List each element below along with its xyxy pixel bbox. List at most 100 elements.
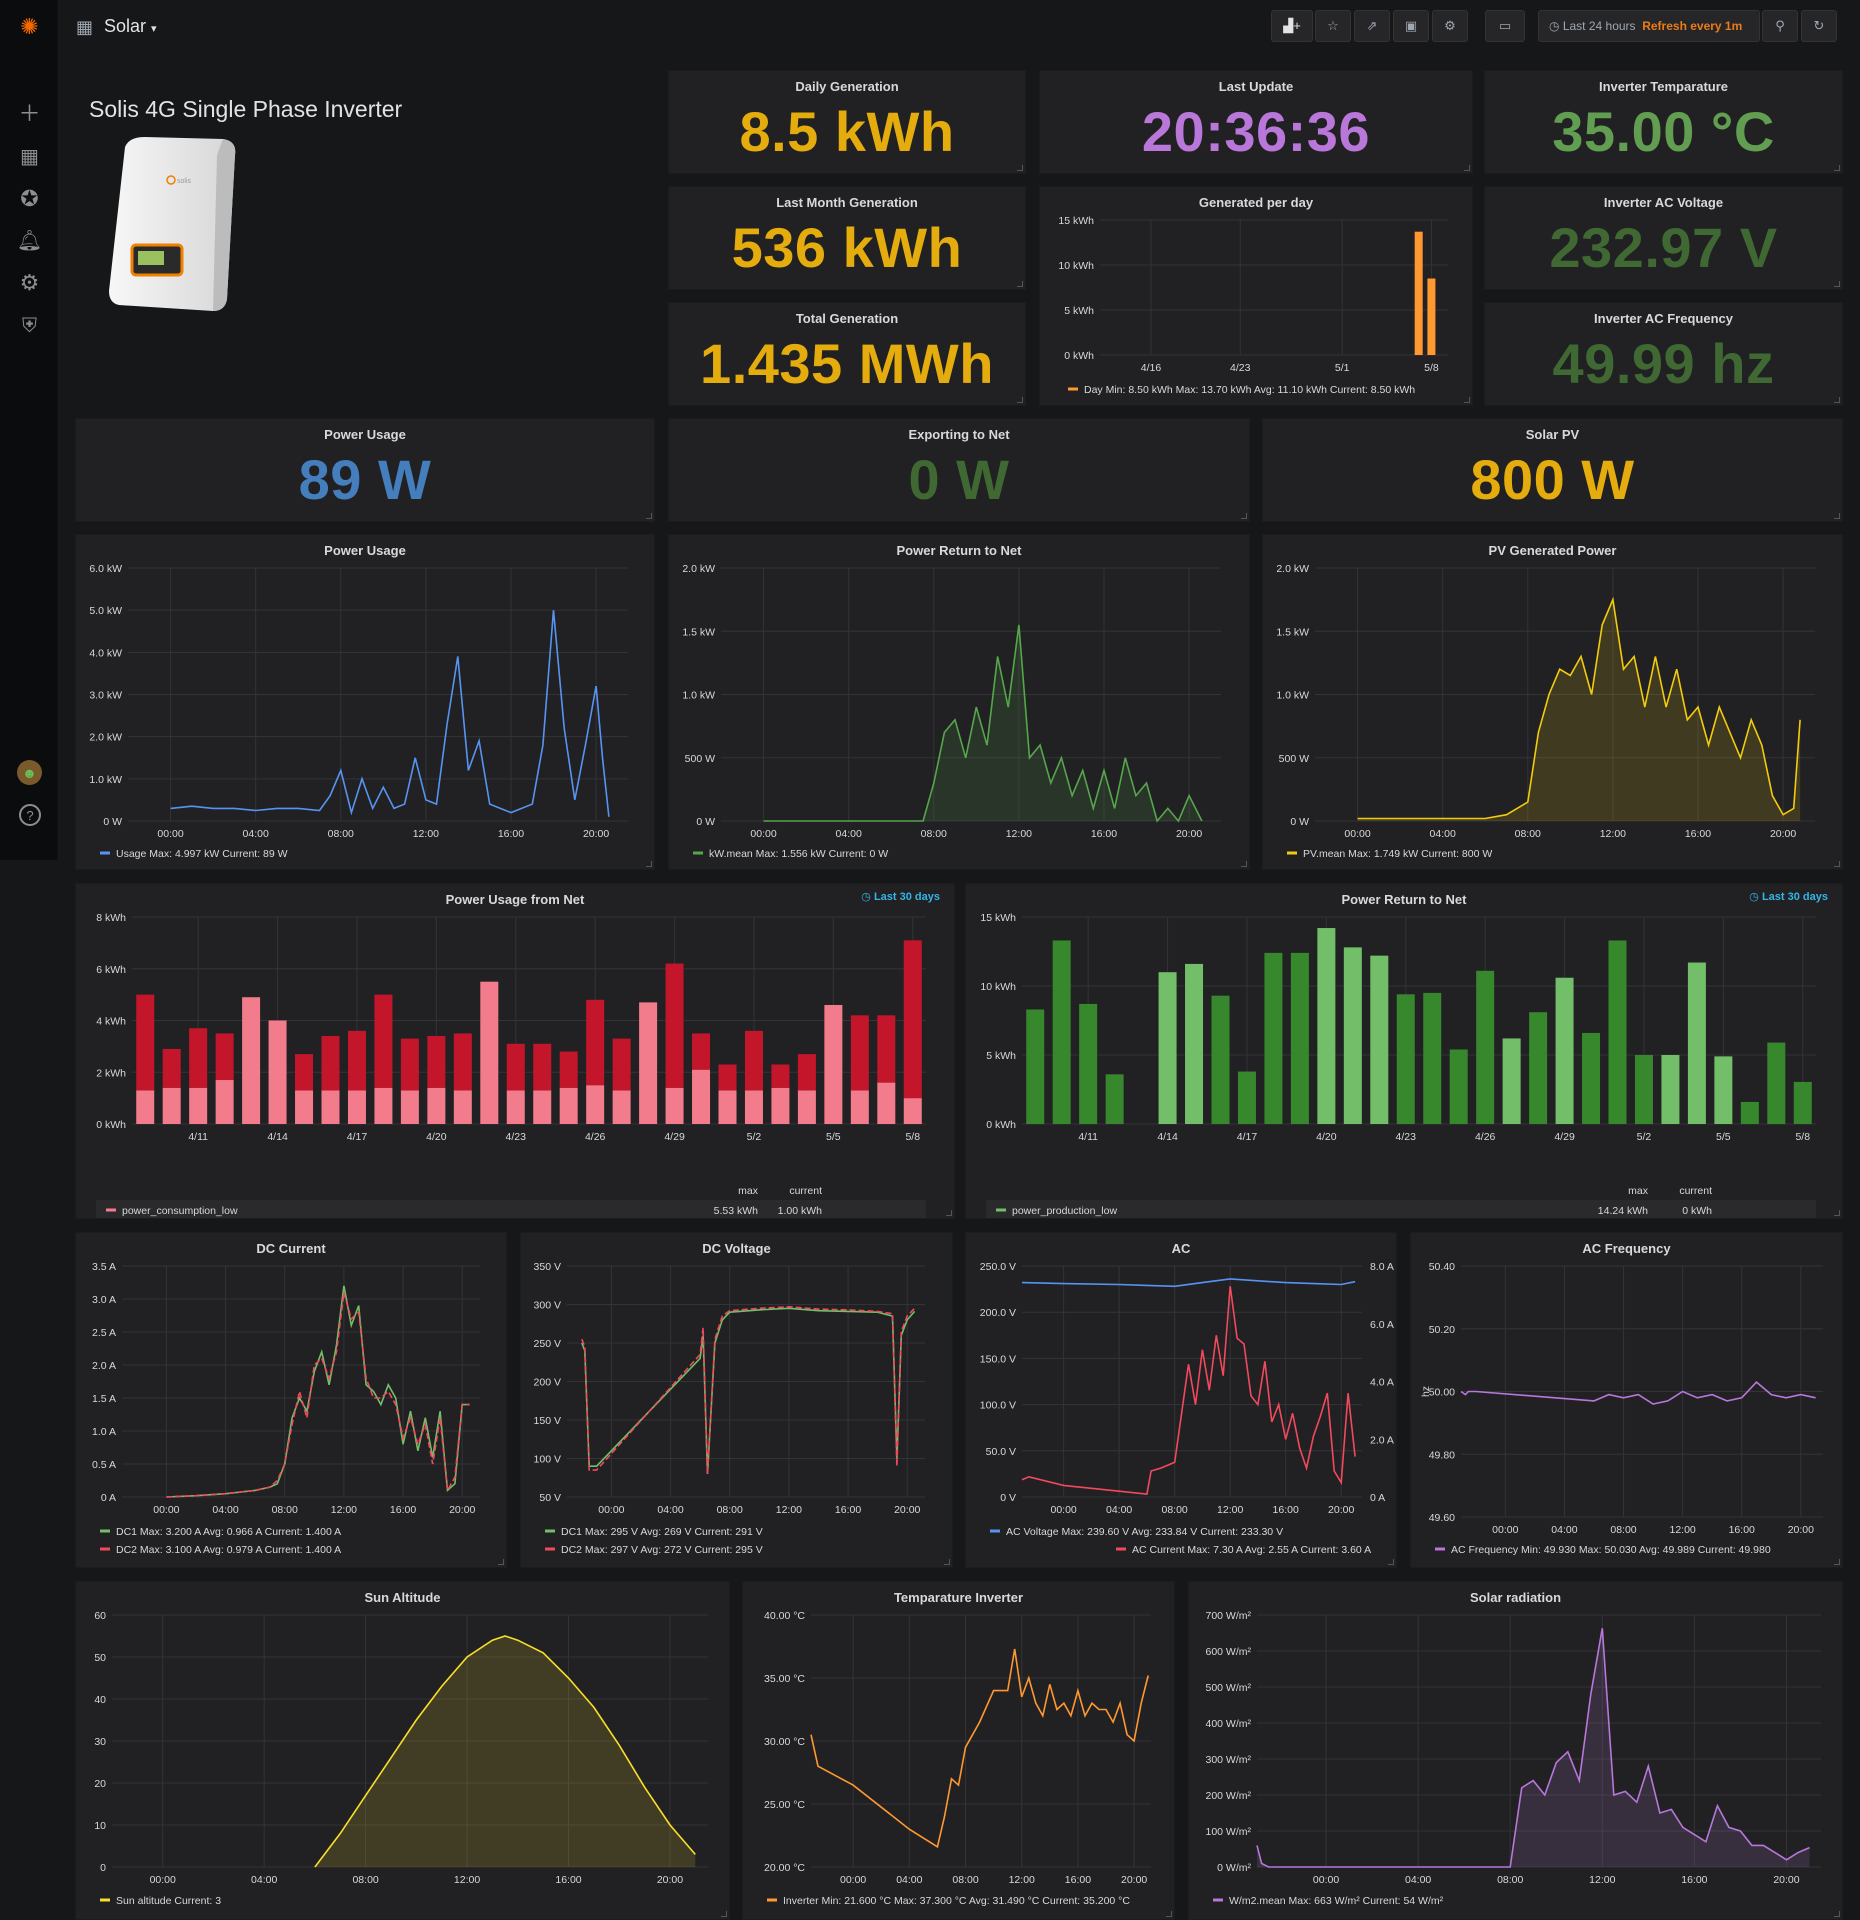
tv-mode-button[interactable]: ▭ <box>1485 10 1525 42</box>
resize-handle[interactable] <box>1834 1210 1840 1216</box>
resize-handle[interactable] <box>1017 281 1023 287</box>
graph-panel-sun[interactable]: Sun Altitude 0 10 20 30 40 50 60 00:00 04:00 08:00… <box>75 1581 730 1920</box>
graph-panel-pvgen[interactable]: PV Generated Power 0 W 500 W 1.0 kW 1.5 kW 2.… <box>1262 534 1843 870</box>
y-tick-label: 5.0 kW <box>89 605 122 617</box>
resize-handle[interactable] <box>1834 1911 1840 1917</box>
resize-handle[interactable] <box>1017 397 1023 403</box>
stat-panel-export[interactable]: Exporting to Net 0 W <box>668 418 1250 522</box>
resize-handle[interactable] <box>1017 165 1023 171</box>
bar <box>1079 1003 1098 1124</box>
shield-icon[interactable]: ⛨ <box>22 315 37 337</box>
bar <box>1427 278 1436 355</box>
x-tick-label: 12:00 <box>1669 1524 1695 1536</box>
stat-panel-temp[interactable]: Inverter Temparature 35.00 °C <box>1484 70 1843 174</box>
stat-panel-acfreq[interactable]: Inverter AC Frequency 49.99 hz <box>1484 302 1843 406</box>
y-tick-label: 500 W <box>685 753 715 765</box>
refresh-button[interactable]: ↻ <box>1801 10 1837 42</box>
resize-handle[interactable] <box>721 1911 727 1917</box>
star-button[interactable]: ☆ <box>1315 10 1351 42</box>
panel-title: Power Usage <box>324 427 406 442</box>
share-button[interactable]: ⇗ <box>1354 10 1390 42</box>
x-tick-label: 16:00 <box>498 828 524 840</box>
time-picker-button[interactable]: ◷ Last 24 hours Refresh every 1m <box>1538 10 1760 42</box>
avatar[interactable]: ☻ <box>17 760 42 785</box>
resize-handle[interactable] <box>1834 861 1840 867</box>
stat-panel-pv[interactable]: Solar PV 800 W <box>1262 418 1843 522</box>
graph-panel-usagenet[interactable]: Power Usage from Net ◷ Last 30 days 0 kWh 2… <box>75 883 955 1219</box>
time-override-link[interactable]: ◷ Last 30 days <box>1749 891 1828 903</box>
stat-panel-daily[interactable]: Daily Generation 8.5 kWh <box>668 70 1026 174</box>
y-tick-label: 200 V <box>534 1377 561 1389</box>
bar <box>639 1002 658 1124</box>
plus-icon[interactable]: ＋ <box>18 100 41 126</box>
panel-title: Generated per day <box>1198 195 1314 210</box>
y-tick-label: 100 W/m² <box>1205 1826 1251 1838</box>
help-icon[interactable]: ? <box>19 804 41 826</box>
bar <box>1317 928 1336 1124</box>
graph-panel-dccurrent[interactable]: DC Current 0 A 0.5 A 1.0 A 1.5 A 2.0 A 2.5 A 3.… <box>75 1232 507 1568</box>
x-tick-label: 16:00 <box>1065 1874 1091 1886</box>
time-override-link[interactable]: ◷ Last 30 days <box>861 891 940 903</box>
chart-svg: 0 10 20 30 40 50 60 00:00 04:00 08:00 12:00 16:00 20… <box>94 1610 708 1907</box>
graph-panel-powerusage[interactable]: Power Usage 0 W 1.0 kW 2.0 kW 3.0 kW 4.0 kW 5.… <box>75 534 655 870</box>
stat-panel-acvolt[interactable]: Inverter AC Voltage 232.97 V <box>1484 186 1843 290</box>
graph-panel-returnnet[interactable]: Power Return to Net ◷ Last 30 days 0 kWh 5 … <box>965 883 1843 1219</box>
stat-panel-lastupdate[interactable]: Last Update 20:36:36 <box>1039 70 1473 174</box>
series-line <box>314 1635 696 1868</box>
resize-handle[interactable] <box>1464 397 1470 403</box>
x-tick-label: 00:00 <box>840 1874 866 1886</box>
resize-handle[interactable] <box>1241 513 1247 519</box>
chart-svg: 0 A 0.5 A 1.0 A 1.5 A 2.0 A 2.5 A 3.0 A 3.5 A 00… <box>92 1261 480 1556</box>
resize-handle[interactable] <box>1464 165 1470 171</box>
legend-text: DC2 Max: 297 V Avg: 272 V Current: 295 V <box>561 1544 763 1556</box>
resize-handle[interactable] <box>1834 165 1840 171</box>
settings-button[interactable]: ⚙ <box>1432 10 1468 42</box>
bar <box>1052 940 1071 1124</box>
graph-panel-powerreturn[interactable]: Power Return to Net 0 W 500 W 1.0 kW 1.5 kW 2… <box>668 534 1250 870</box>
chart-svg: 0 V 50.0 V 100.0 V 150.0 V 200.0 V 250.0 V 0 A… <box>980 1261 1394 1556</box>
resize-handle[interactable] <box>946 1210 952 1216</box>
graph-panel-genday[interactable]: Generated per day 0 kWh 5 kWh 10 kWh 15 kWh 4… <box>1039 186 1473 406</box>
resize-handle[interactable] <box>1166 1911 1172 1917</box>
gear-icon[interactable]: ⚙ <box>19 269 40 295</box>
dashboards-icon[interactable]: ▦ <box>20 146 39 168</box>
graph-panel-acfrequency[interactable]: AC Frequency 49.60 49.80 50.00 50.20 50.40 hz 0… <box>1410 1232 1843 1568</box>
resize-handle[interactable] <box>1834 513 1840 519</box>
add-panel-button[interactable]: ▟+ <box>1271 10 1313 42</box>
y-tick-label: 0 W <box>696 816 715 828</box>
grafana-logo-icon[interactable]: ✺ <box>20 13 39 39</box>
x-tick-label: 12:00 <box>1600 828 1626 840</box>
resize-handle[interactable] <box>1834 281 1840 287</box>
x-tick-label: 5/5 <box>826 1131 841 1143</box>
resize-handle[interactable] <box>1241 861 1247 867</box>
resize-handle[interactable] <box>646 861 652 867</box>
legend-col-current: current <box>789 1185 822 1197</box>
bar <box>877 1082 896 1124</box>
resize-handle[interactable] <box>1834 1559 1840 1565</box>
bell-icon[interactable]: 🔔︎ <box>16 230 43 252</box>
y-tick-label: 0.5 A <box>92 1459 116 1471</box>
resize-handle[interactable] <box>1388 1559 1394 1565</box>
stat-panel-usage[interactable]: Power Usage 89 W <box>75 418 655 522</box>
resize-handle[interactable] <box>1834 397 1840 403</box>
legend-text: kW.mean Max: 1.556 kW Current: 0 W <box>709 848 888 860</box>
zoom-out-button[interactable]: ⚲ <box>1762 10 1798 42</box>
resize-handle[interactable] <box>944 1559 950 1565</box>
graph-panel-dcvoltage[interactable]: DC Voltage 50 V 100 V 150 V 200 V 250 V 300 V 3… <box>520 1232 953 1568</box>
x-tick-label: 00:00 <box>1050 1504 1076 1516</box>
dashboard-title[interactable]: Solar ▾ <box>104 16 157 36</box>
explore-icon[interactable]: ✪ <box>20 185 39 211</box>
save-button[interactable]: ▣ <box>1393 10 1429 42</box>
series-area <box>1357 599 1801 821</box>
stat-panel-lastmonth[interactable]: Last Month Generation 536 kWh <box>668 186 1026 290</box>
resize-handle[interactable] <box>498 1559 504 1565</box>
stat-panel-total[interactable]: Total Generation 1.435 MWh <box>668 302 1026 406</box>
inverter-image: solis <box>109 137 236 311</box>
x-tick-label: 08:00 <box>272 1504 298 1516</box>
resize-handle[interactable] <box>646 513 652 519</box>
bar <box>612 1038 631 1091</box>
graph-panel-tempinv[interactable]: Temparature Inverter 20.00 °C 25.00 °C 30.0… <box>742 1581 1175 1920</box>
legend-text: Day Min: 8.50 kWh Max: 13.70 kWh Avg: 11… <box>1084 384 1415 396</box>
graph-panel-solarrad[interactable]: Solar radiation 0 W/m² 100 W/m² 200 W/m² 300… <box>1188 1581 1843 1920</box>
